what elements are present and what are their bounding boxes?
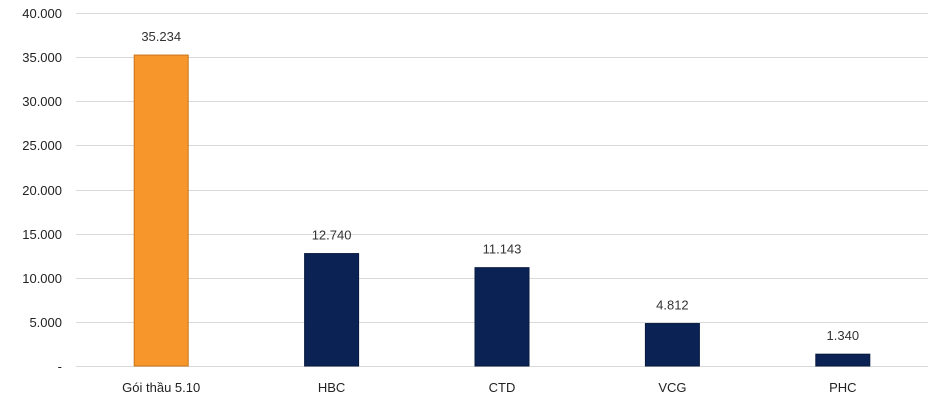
y-tick-label: 5.000 [29,315,62,330]
data-label: 12.740 [312,228,352,243]
y-tick-label: 35.000 [22,50,62,65]
x-tick-label: HBC [318,380,345,395]
x-axis-tick-labels: Gói thầu 5.10 HBC CTD VCG PHC [122,380,856,395]
x-tick-label: CTD [489,380,516,395]
bar-0 [133,54,189,367]
bar-4 [815,353,871,367]
bar-3 [644,323,700,367]
y-tick-label: 25.000 [22,138,62,153]
y-axis-tick-labels: - 5.000 10.000 15.000 20.000 25.000 30.000 35.0… [22,6,62,374]
bar-1 [304,253,360,367]
y-tick-label: 40.000 [22,6,62,21]
x-tick-label: Gói thầu 5.10 [122,380,200,395]
y-tick-label: - [58,359,62,374]
x-tick-label: VCG [658,380,686,395]
gridlines [76,13,928,367]
data-labels: 35.234 12.740 11.143 4.812 1.340 [141,29,859,343]
data-label: 35.234 [141,29,181,44]
y-tick-label: 20.000 [22,183,62,198]
y-tick-label: 15.000 [22,227,62,242]
data-label: 1.340 [827,328,860,343]
y-tick-label: 30.000 [22,94,62,109]
y-tick-label: 10.000 [22,271,62,286]
data-label: 11.143 [483,242,522,257]
x-tick-label: PHC [829,380,856,395]
data-label: 4.812 [656,298,689,313]
bar-2 [474,267,530,367]
bars [133,54,871,367]
